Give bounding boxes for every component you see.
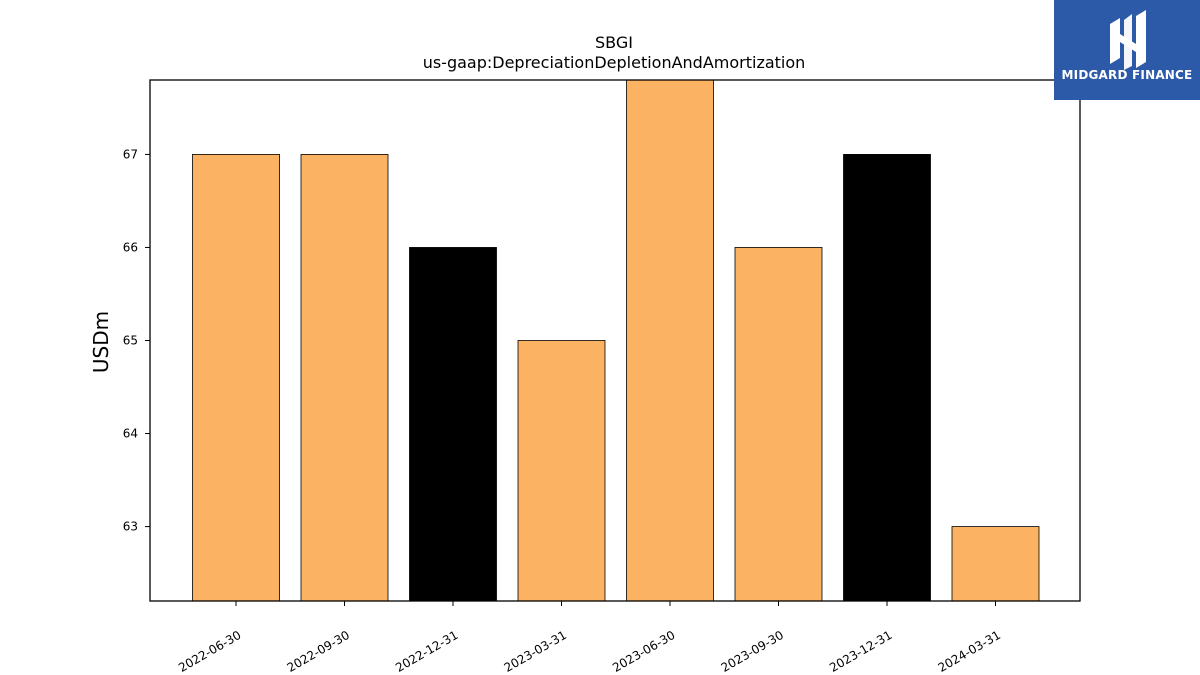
bar-2023-06-30 <box>626 79 714 602</box>
y-tick-label: 66 <box>123 240 138 254</box>
bar-2023-09-30 <box>734 247 823 602</box>
brand-logo: MIDGARD FINANCE <box>1054 0 1200 100</box>
brand-name: MIDGARD FINANCE <box>1061 68 1193 82</box>
plot-frame <box>149 79 1081 602</box>
y-tick-label: 63 <box>123 520 138 534</box>
midgard-m-mark-icon <box>1110 10 1146 70</box>
x-tick-label: 2023-06-30 <box>610 628 677 675</box>
x-tick-label: 2023-03-31 <box>502 628 569 675</box>
bar-2024-03-31 <box>951 526 1040 602</box>
bar-2023-12-31 <box>843 154 931 602</box>
y-tick-label: 67 <box>123 147 138 161</box>
bar-2022-09-30 <box>300 154 389 602</box>
x-tick-label: 2022-12-31 <box>393 628 460 675</box>
x-tick-label: 2023-09-30 <box>719 628 786 675</box>
bar-2022-06-30 <box>192 154 280 602</box>
y-axis-label: USDm <box>89 311 113 373</box>
bar-2023-03-31 <box>517 340 606 602</box>
bar-2022-12-31 <box>409 247 497 602</box>
bars <box>192 79 1040 602</box>
x-tick-label: 2022-06-30 <box>176 628 243 675</box>
chart-subtitle: us-gaap:DepreciationDepletionAndAmortiza… <box>423 53 806 72</box>
x-tick-label: 2023-12-31 <box>827 628 894 675</box>
chart-title: SBGI <box>595 33 633 52</box>
y-tick-label: 64 <box>123 427 138 441</box>
y-tick-label: 65 <box>123 334 138 348</box>
x-tick-label: 2024-03-31 <box>936 628 1003 675</box>
x-tick-label: 2022-09-30 <box>285 628 352 675</box>
